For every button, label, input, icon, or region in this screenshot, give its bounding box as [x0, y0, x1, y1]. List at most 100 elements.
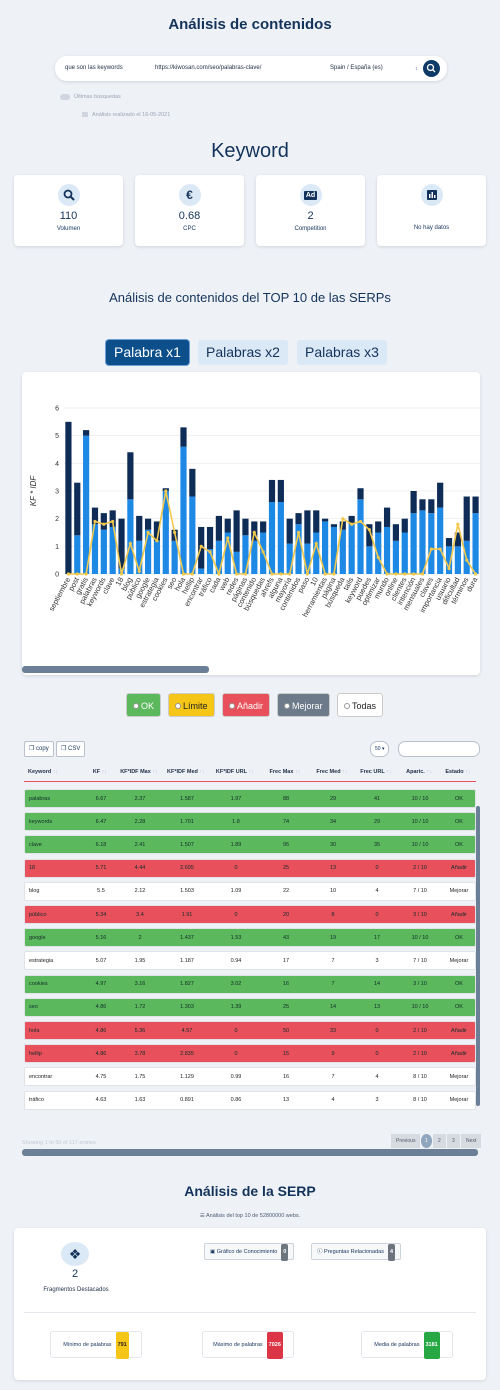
table-search[interactable]	[398, 741, 480, 757]
page-button[interactable]: 3	[447, 1134, 460, 1148]
table-cell: 4.97	[95, 981, 107, 988]
table-cell: 0	[234, 1050, 238, 1057]
page-button[interactable]: Next	[461, 1134, 482, 1148]
column-header[interactable]: KF*IDF Max	[116, 769, 162, 775]
search-bar: que son las keywords https://kiwosan.com…	[55, 56, 447, 81]
toggle[interactable]	[60, 94, 70, 100]
column-header[interactable]: Frec Max	[260, 769, 310, 775]
calendar-icon	[82, 112, 88, 117]
table-cell: 5.16	[95, 934, 107, 941]
bar	[330, 524, 338, 527]
y-tick-label: 5	[55, 433, 59, 440]
table-cell: 0	[234, 865, 238, 872]
table-row: keywords 6.47 2.28 1.701 1.8 74 34 29 10 / 10 OK	[24, 812, 476, 832]
table-hscroll[interactable]	[22, 1149, 478, 1156]
point	[420, 572, 425, 576]
knowledge-pill[interactable]: ▣ Gráfico de Conocimiento 0	[204, 1243, 295, 1261]
table-cell: OK	[455, 1004, 463, 1011]
table-cell: 1.72	[134, 1004, 146, 1011]
bar	[277, 502, 284, 574]
column-header[interactable]: Frec URL	[354, 769, 398, 775]
table-vscroll[interactable]	[476, 806, 480, 1106]
bar	[410, 491, 417, 514]
table-cell: 2.835	[180, 1050, 194, 1057]
bar	[295, 524, 302, 574]
bar	[100, 513, 107, 530]
card-icon: Ad	[299, 184, 322, 206]
point	[456, 522, 460, 526]
table-cell: 29	[373, 818, 381, 825]
table-cell: keywords	[29, 818, 53, 825]
page-button[interactable]: 1	[421, 1134, 432, 1148]
table-cell: seo	[29, 1004, 38, 1011]
url-input[interactable]: https://kiwosan.com/seo/palabras-clave/	[155, 65, 262, 71]
tab[interactable]: Palabras x2	[198, 340, 288, 365]
bar	[286, 518, 293, 544]
bar	[100, 529, 107, 574]
history-toggle-label[interactable]: Últimas búsquedas	[74, 94, 121, 100]
country-select[interactable]: Spain / España (es)	[330, 65, 383, 71]
page-length-select[interactable]: 50 ▾	[370, 741, 390, 757]
tab[interactable]: Palabras x3	[297, 340, 387, 365]
point	[190, 572, 194, 576]
csv-button[interactable]: ❐ CSV	[56, 741, 86, 757]
table-cell: 2	[138, 934, 142, 941]
query-input[interactable]: que son las keywords	[65, 65, 123, 71]
copy-button[interactable]: ❐ copy	[24, 741, 54, 757]
table-cell: 30	[329, 841, 337, 848]
bar	[419, 510, 426, 574]
search-button[interactable]	[423, 60, 440, 77]
bar	[215, 515, 222, 541]
point	[84, 572, 88, 576]
serp-subtitle-text: Análisis del top 10 de 52800000 webs.	[205, 1213, 301, 1219]
featured-label: Fragmentos Destacados	[43, 1287, 109, 1293]
keyword-title: Keyword	[211, 140, 289, 162]
column-header[interactable]: KF*IDF Med	[162, 769, 210, 775]
column-header[interactable]: Aparic.	[398, 769, 440, 775]
table-cell: 16	[282, 1073, 290, 1080]
bar	[348, 524, 355, 574]
card-value: 2	[307, 210, 314, 222]
table-cell: 33	[329, 1027, 337, 1034]
filter-button[interactable]: OK	[126, 693, 162, 717]
table-cell: 22	[282, 888, 290, 895]
column-header[interactable]: KF	[84, 769, 116, 775]
bar	[357, 488, 364, 500]
page-button[interactable]: 2	[433, 1134, 446, 1148]
card-icon: €	[178, 184, 201, 206]
column-header[interactable]: KF*IDF URL	[210, 769, 260, 775]
table-row: estrategia 5.07 1.95 1.187 0.94 17 7 3 7 / 10 Mej…	[24, 951, 476, 971]
point	[305, 572, 310, 576]
table-cell: 3	[375, 957, 379, 964]
tab[interactable]: Palabra x1	[106, 340, 189, 365]
column-header[interactable]: Estado	[440, 769, 476, 775]
page-button[interactable]: Previous	[391, 1134, 421, 1148]
table-cell: 13	[282, 1097, 290, 1104]
filter-button[interactable]: Límite	[168, 693, 215, 717]
bar	[144, 518, 152, 530]
card-label: Volumen	[56, 226, 81, 232]
filter-button[interactable]: Mejorar	[277, 693, 330, 717]
chart-card: KF * IDF 0 1 2 3 4 5 6 septiembre post gratis palab…	[22, 372, 480, 675]
filter-button[interactable]: Todas	[337, 693, 384, 717]
table-cell: 1.39	[230, 1004, 242, 1011]
column-header[interactable]: Keyword	[24, 769, 84, 775]
table-cell: 17	[282, 957, 290, 964]
questions-pill[interactable]: ⓘ Preguntas Relacionadas 4	[311, 1243, 402, 1261]
bar	[109, 526, 116, 574]
table-cell: 16	[282, 981, 290, 988]
bar	[118, 518, 125, 569]
column-header[interactable]: Frec Med	[310, 769, 354, 775]
bar	[91, 524, 99, 574]
table-cell: 1.53	[230, 934, 242, 941]
bar	[109, 510, 116, 527]
chart-scrollbar[interactable]	[22, 666, 209, 673]
y-tick-label: 1	[55, 544, 59, 551]
filter-button[interactable]: Añadir	[222, 693, 271, 717]
bar	[419, 499, 426, 511]
card-icon	[420, 184, 443, 206]
bar	[233, 510, 240, 552]
